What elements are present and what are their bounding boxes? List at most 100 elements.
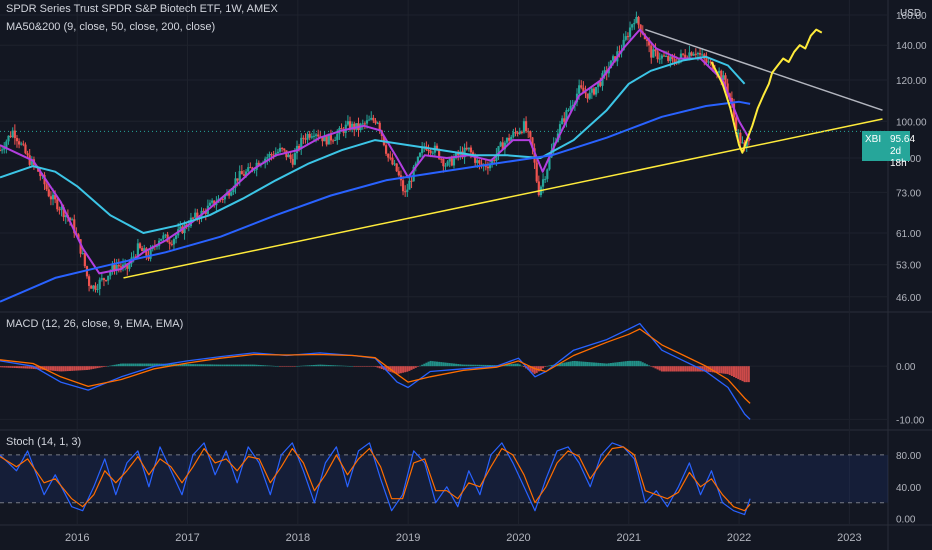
macd-histogram-bar bbox=[573, 360, 576, 367]
macd-histogram-bar bbox=[289, 366, 292, 367]
macd-histogram-bar bbox=[586, 361, 589, 367]
macd-histogram-bar bbox=[334, 365, 337, 367]
macd-histogram-bar bbox=[741, 366, 744, 382]
chart-title: SPDR Series Trust SPDR S&P Biotech ETF, … bbox=[6, 3, 278, 15]
candle-body bbox=[268, 154, 271, 158]
candle-body bbox=[486, 166, 490, 169]
candle-body bbox=[331, 140, 335, 142]
candle-body bbox=[96, 288, 99, 290]
macd-histogram-bar bbox=[60, 366, 63, 372]
macd-histogram-bar bbox=[743, 366, 746, 383]
candle-body bbox=[47, 189, 50, 197]
macd-histogram-bar bbox=[11, 366, 14, 368]
candle-body bbox=[418, 152, 422, 157]
macd-histogram-bar bbox=[90, 366, 93, 370]
candle-body bbox=[639, 24, 642, 32]
macd-histogram-bar bbox=[130, 363, 133, 367]
candle-body bbox=[474, 155, 477, 163]
candle-body bbox=[658, 58, 661, 60]
macd-histogram-bar bbox=[200, 364, 203, 367]
candle-body bbox=[323, 135, 326, 142]
macd-histogram-bar bbox=[262, 365, 265, 367]
macd-histogram-bar bbox=[183, 364, 186, 367]
candle-body bbox=[170, 243, 173, 245]
candle-body bbox=[480, 163, 483, 166]
macd-histogram-bar bbox=[624, 361, 627, 367]
macd-histogram-bar bbox=[559, 363, 562, 367]
candle-body bbox=[648, 41, 651, 46]
candle-body bbox=[361, 123, 364, 125]
candle-body bbox=[94, 285, 97, 290]
candle-body bbox=[30, 159, 33, 165]
candle-body bbox=[508, 137, 511, 141]
macd-histogram-bar bbox=[206, 364, 209, 367]
macd-histogram-bar bbox=[198, 364, 201, 367]
candle-body bbox=[13, 130, 16, 139]
candle-body bbox=[117, 265, 120, 267]
candle-body bbox=[391, 157, 394, 165]
macd-histogram-bar bbox=[3, 366, 6, 368]
macd-histogram-bar bbox=[510, 364, 513, 367]
candle-body bbox=[652, 49, 655, 58]
stoch-k-line bbox=[0, 442, 751, 516]
candle-body bbox=[571, 104, 574, 107]
candle-body bbox=[102, 278, 106, 281]
macd-histogram-bar bbox=[268, 365, 271, 367]
macd-histogram-bar bbox=[569, 361, 572, 367]
macd-histogram-bar bbox=[56, 366, 59, 372]
macd-histogram-bar bbox=[512, 363, 515, 367]
macd-histogram-bar bbox=[692, 366, 695, 372]
macd-histogram-bar bbox=[189, 364, 192, 367]
macd-histogram-bar bbox=[404, 366, 407, 373]
macd-histogram-bar bbox=[646, 364, 649, 367]
candle-body bbox=[410, 180, 413, 182]
macd-histogram-bar bbox=[472, 364, 475, 367]
macd-histogram-bar bbox=[506, 364, 509, 367]
candle-body bbox=[240, 171, 243, 175]
macd-histogram-bar bbox=[431, 361, 434, 367]
macd-histogram-bar bbox=[399, 366, 402, 374]
macd-histogram-bar bbox=[618, 361, 621, 367]
macd-histogram-bar bbox=[457, 364, 460, 367]
macd-histogram-bar bbox=[522, 366, 525, 368]
macd-histogram-bar bbox=[707, 366, 710, 372]
candle-body bbox=[149, 249, 152, 259]
candle-body bbox=[24, 144, 27, 154]
macd-histogram-bar bbox=[529, 366, 532, 372]
macd-histogram-bar bbox=[179, 363, 182, 367]
candle-body bbox=[81, 253, 84, 255]
candle-body bbox=[174, 235, 178, 240]
candle-body bbox=[0, 150, 2, 152]
y-tick-label: 160.00 bbox=[896, 11, 927, 22]
macd-histogram-bar bbox=[584, 361, 587, 367]
candle-body bbox=[465, 147, 468, 150]
candle-body bbox=[321, 136, 324, 142]
macd-histogram-bar bbox=[402, 366, 405, 373]
macd-histogram-bar bbox=[582, 361, 585, 367]
projection-path bbox=[710, 28, 823, 154]
candle-body bbox=[60, 207, 63, 210]
macd-histogram-bar bbox=[633, 360, 636, 367]
candle-body bbox=[471, 152, 475, 156]
macd-histogram-bar bbox=[656, 366, 659, 370]
macd-histogram-bar bbox=[266, 365, 269, 367]
candle-body bbox=[406, 189, 409, 192]
macd-histogram-bar bbox=[662, 366, 665, 372]
macd-histogram-bar bbox=[232, 364, 235, 367]
macd-histogram-bar bbox=[378, 366, 381, 369]
candle-body bbox=[580, 85, 583, 88]
macd-histogram-bar bbox=[421, 364, 424, 367]
candle-body bbox=[450, 158, 453, 166]
macd-histogram-bar bbox=[380, 366, 383, 370]
macd-histogram-bar bbox=[117, 364, 120, 367]
candle-body bbox=[431, 152, 434, 154]
macd-histogram-bar bbox=[298, 365, 301, 367]
price-tag-time: 2d 18h bbox=[890, 146, 907, 169]
macd-histogram-bar bbox=[37, 366, 40, 370]
macd-histogram-bar bbox=[98, 366, 101, 368]
x-tick-label: 2022 bbox=[727, 532, 751, 544]
macd-histogram-bar bbox=[590, 362, 593, 367]
macd-histogram-bar bbox=[302, 365, 305, 367]
macd-histogram-bar bbox=[153, 363, 156, 367]
